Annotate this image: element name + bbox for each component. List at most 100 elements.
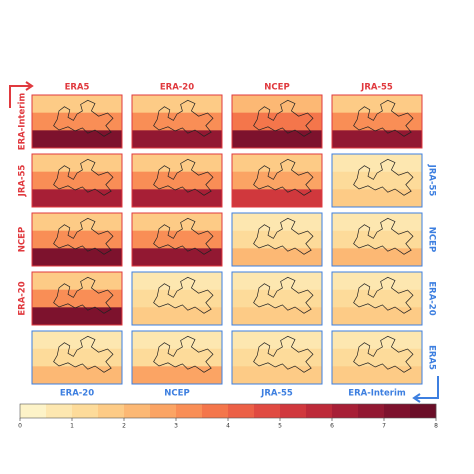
colorbar-tick-label: 5 (278, 423, 282, 430)
coastline (253, 99, 314, 137)
row-label: NCEP (18, 227, 28, 252)
heat-band (232, 112, 322, 131)
coastline (53, 99, 114, 137)
heat-band (232, 307, 322, 326)
heat-band (232, 348, 322, 367)
map-panel (231, 153, 323, 208)
heat-band (132, 272, 222, 290)
colorbar-segment (384, 404, 411, 418)
heat-band (332, 331, 422, 349)
heat-band (32, 230, 122, 249)
panel-border (31, 212, 123, 267)
row-label: ERA5 (427, 345, 437, 370)
heat-band (32, 189, 122, 208)
heat-band (32, 171, 122, 190)
heat-band (232, 230, 322, 249)
coastline (153, 217, 214, 255)
panel-border (331, 330, 423, 385)
coastline (253, 276, 314, 314)
map-panel (331, 271, 423, 326)
heat-band (232, 154, 322, 172)
map-panel (31, 212, 123, 267)
map-panel (31, 94, 123, 149)
heat-band (332, 248, 422, 267)
coastline (53, 335, 114, 373)
colorbar-segment (124, 404, 151, 418)
coastline (353, 217, 414, 255)
panel-border (31, 94, 123, 149)
heat-band (332, 95, 422, 113)
colorbar-segment (228, 404, 255, 418)
colorbar-segment (20, 404, 47, 418)
colorbar-segment (46, 404, 73, 418)
colorbar-segment (202, 404, 229, 418)
map-panel (131, 330, 223, 385)
heat-band (132, 348, 222, 367)
map-panel (31, 330, 123, 385)
colorbar-segment (306, 404, 333, 418)
map-panel (231, 330, 323, 385)
map-panel (231, 212, 323, 267)
coastline (153, 99, 214, 137)
heat-band (132, 189, 222, 208)
panel-border (231, 330, 323, 385)
map-panel (331, 153, 423, 208)
heat-band (232, 213, 322, 231)
colorbar-tick-label: 2 (122, 423, 126, 430)
heat-band (332, 171, 422, 190)
panel-border (131, 153, 223, 208)
heat-band (132, 154, 222, 172)
column-label: ERA5 (65, 83, 90, 93)
coastline (153, 276, 214, 314)
colorbar-tick-label: 6 (330, 423, 334, 430)
coastline (153, 335, 214, 373)
panel-border (331, 271, 423, 326)
heat-band (332, 348, 422, 367)
heat-band (232, 248, 322, 267)
heat-band (232, 331, 322, 349)
heat-band (32, 248, 122, 267)
row-label: NCEP (427, 227, 437, 252)
heat-band (32, 112, 122, 131)
colorbar-tick-label: 3 (174, 423, 178, 430)
corner-arrow-blue (412, 376, 439, 403)
colorbar-tick-label: 1 (70, 423, 74, 430)
heat-band (132, 130, 222, 149)
heat-band (132, 112, 222, 131)
heat-band (332, 154, 422, 172)
heat-band (232, 272, 322, 290)
colorbar-segment (254, 404, 281, 418)
column-label: NCEP (164, 389, 189, 399)
coastline (53, 217, 114, 255)
panel-border (131, 212, 223, 267)
coastline (253, 158, 314, 196)
coastline (353, 276, 414, 314)
map-panel (31, 271, 123, 326)
column-label: ERA-20 (160, 83, 194, 93)
map-panel (231, 94, 323, 149)
heat-band (32, 130, 122, 149)
colorbar-segment (280, 404, 307, 418)
heat-band (132, 171, 222, 190)
heat-band (132, 289, 222, 308)
heat-band (332, 272, 422, 290)
heat-band (332, 366, 422, 385)
column-label: ERA-20 (60, 389, 94, 399)
heat-band (132, 331, 222, 349)
heat-band (32, 331, 122, 349)
map-panel (31, 153, 123, 208)
heat-band (32, 272, 122, 290)
coastline (353, 99, 414, 137)
column-label: JRA-55 (360, 83, 393, 93)
panel-border (231, 271, 323, 326)
coastline (253, 335, 314, 373)
row-label: ERA-20 (427, 281, 437, 315)
heat-band (32, 154, 122, 172)
heat-band (132, 95, 222, 113)
heat-band (132, 230, 222, 249)
heat-band (32, 366, 122, 385)
map-panel (131, 271, 223, 326)
row-label: JRA-55 (427, 164, 437, 197)
map-panel (331, 94, 423, 149)
